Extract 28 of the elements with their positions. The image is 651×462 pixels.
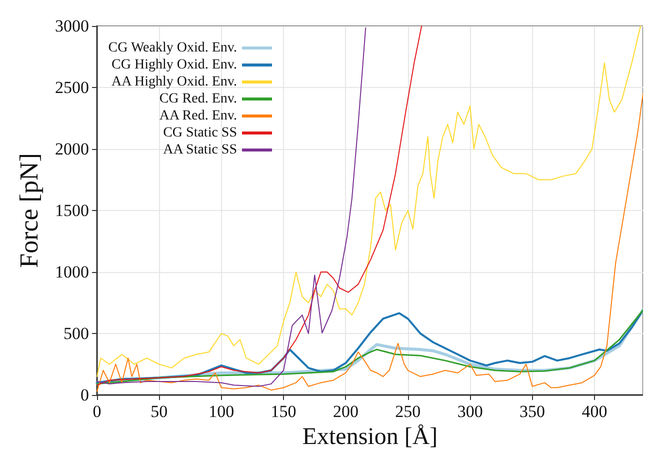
y-tick-label: 2500 bbox=[55, 78, 89, 97]
y-tick-label: 1000 bbox=[55, 262, 89, 282]
x-tick-label: 200 bbox=[332, 402, 358, 421]
x-tick-label: 350 bbox=[520, 402, 546, 421]
legend-label: AA Highly Oxid. Env. bbox=[112, 74, 237, 90]
y-tick-label: 0 bbox=[80, 386, 89, 404]
x-tick-label: 0 bbox=[92, 402, 102, 421]
legend-label: CG Weakly Oxid. Env. bbox=[108, 40, 237, 56]
line-series bbox=[96, 26, 422, 386]
x-tick-label: 300 bbox=[457, 402, 483, 421]
x-tick-label: 250 bbox=[395, 402, 421, 421]
legend-label: CG Red. Env. bbox=[159, 92, 237, 106]
y-tick-label: 2000 bbox=[55, 140, 89, 158]
y-tick-label: 500 bbox=[64, 324, 89, 343]
legend-label: AA Red. Env. bbox=[159, 108, 237, 124]
line-series bbox=[96, 93, 643, 392]
y-axis-title: Force [pN] bbox=[14, 153, 44, 268]
y-tick-label: 3000 bbox=[55, 16, 89, 36]
y-tick-label: 1500 bbox=[55, 201, 89, 220]
x-tick-label: 100 bbox=[208, 402, 234, 421]
legend-label: CG Static SS bbox=[163, 126, 237, 140]
legend-label: CG Highly Oxid. Env. bbox=[112, 58, 237, 72]
x-tick-label: 50 bbox=[150, 402, 168, 421]
x-axis-title: Extension [Å] bbox=[302, 424, 438, 450]
x-tick-label: 400 bbox=[582, 402, 608, 421]
line-series bbox=[96, 27, 366, 387]
legend-label: AA Static SS bbox=[163, 142, 237, 158]
x-tick-label: 150 bbox=[270, 402, 296, 421]
